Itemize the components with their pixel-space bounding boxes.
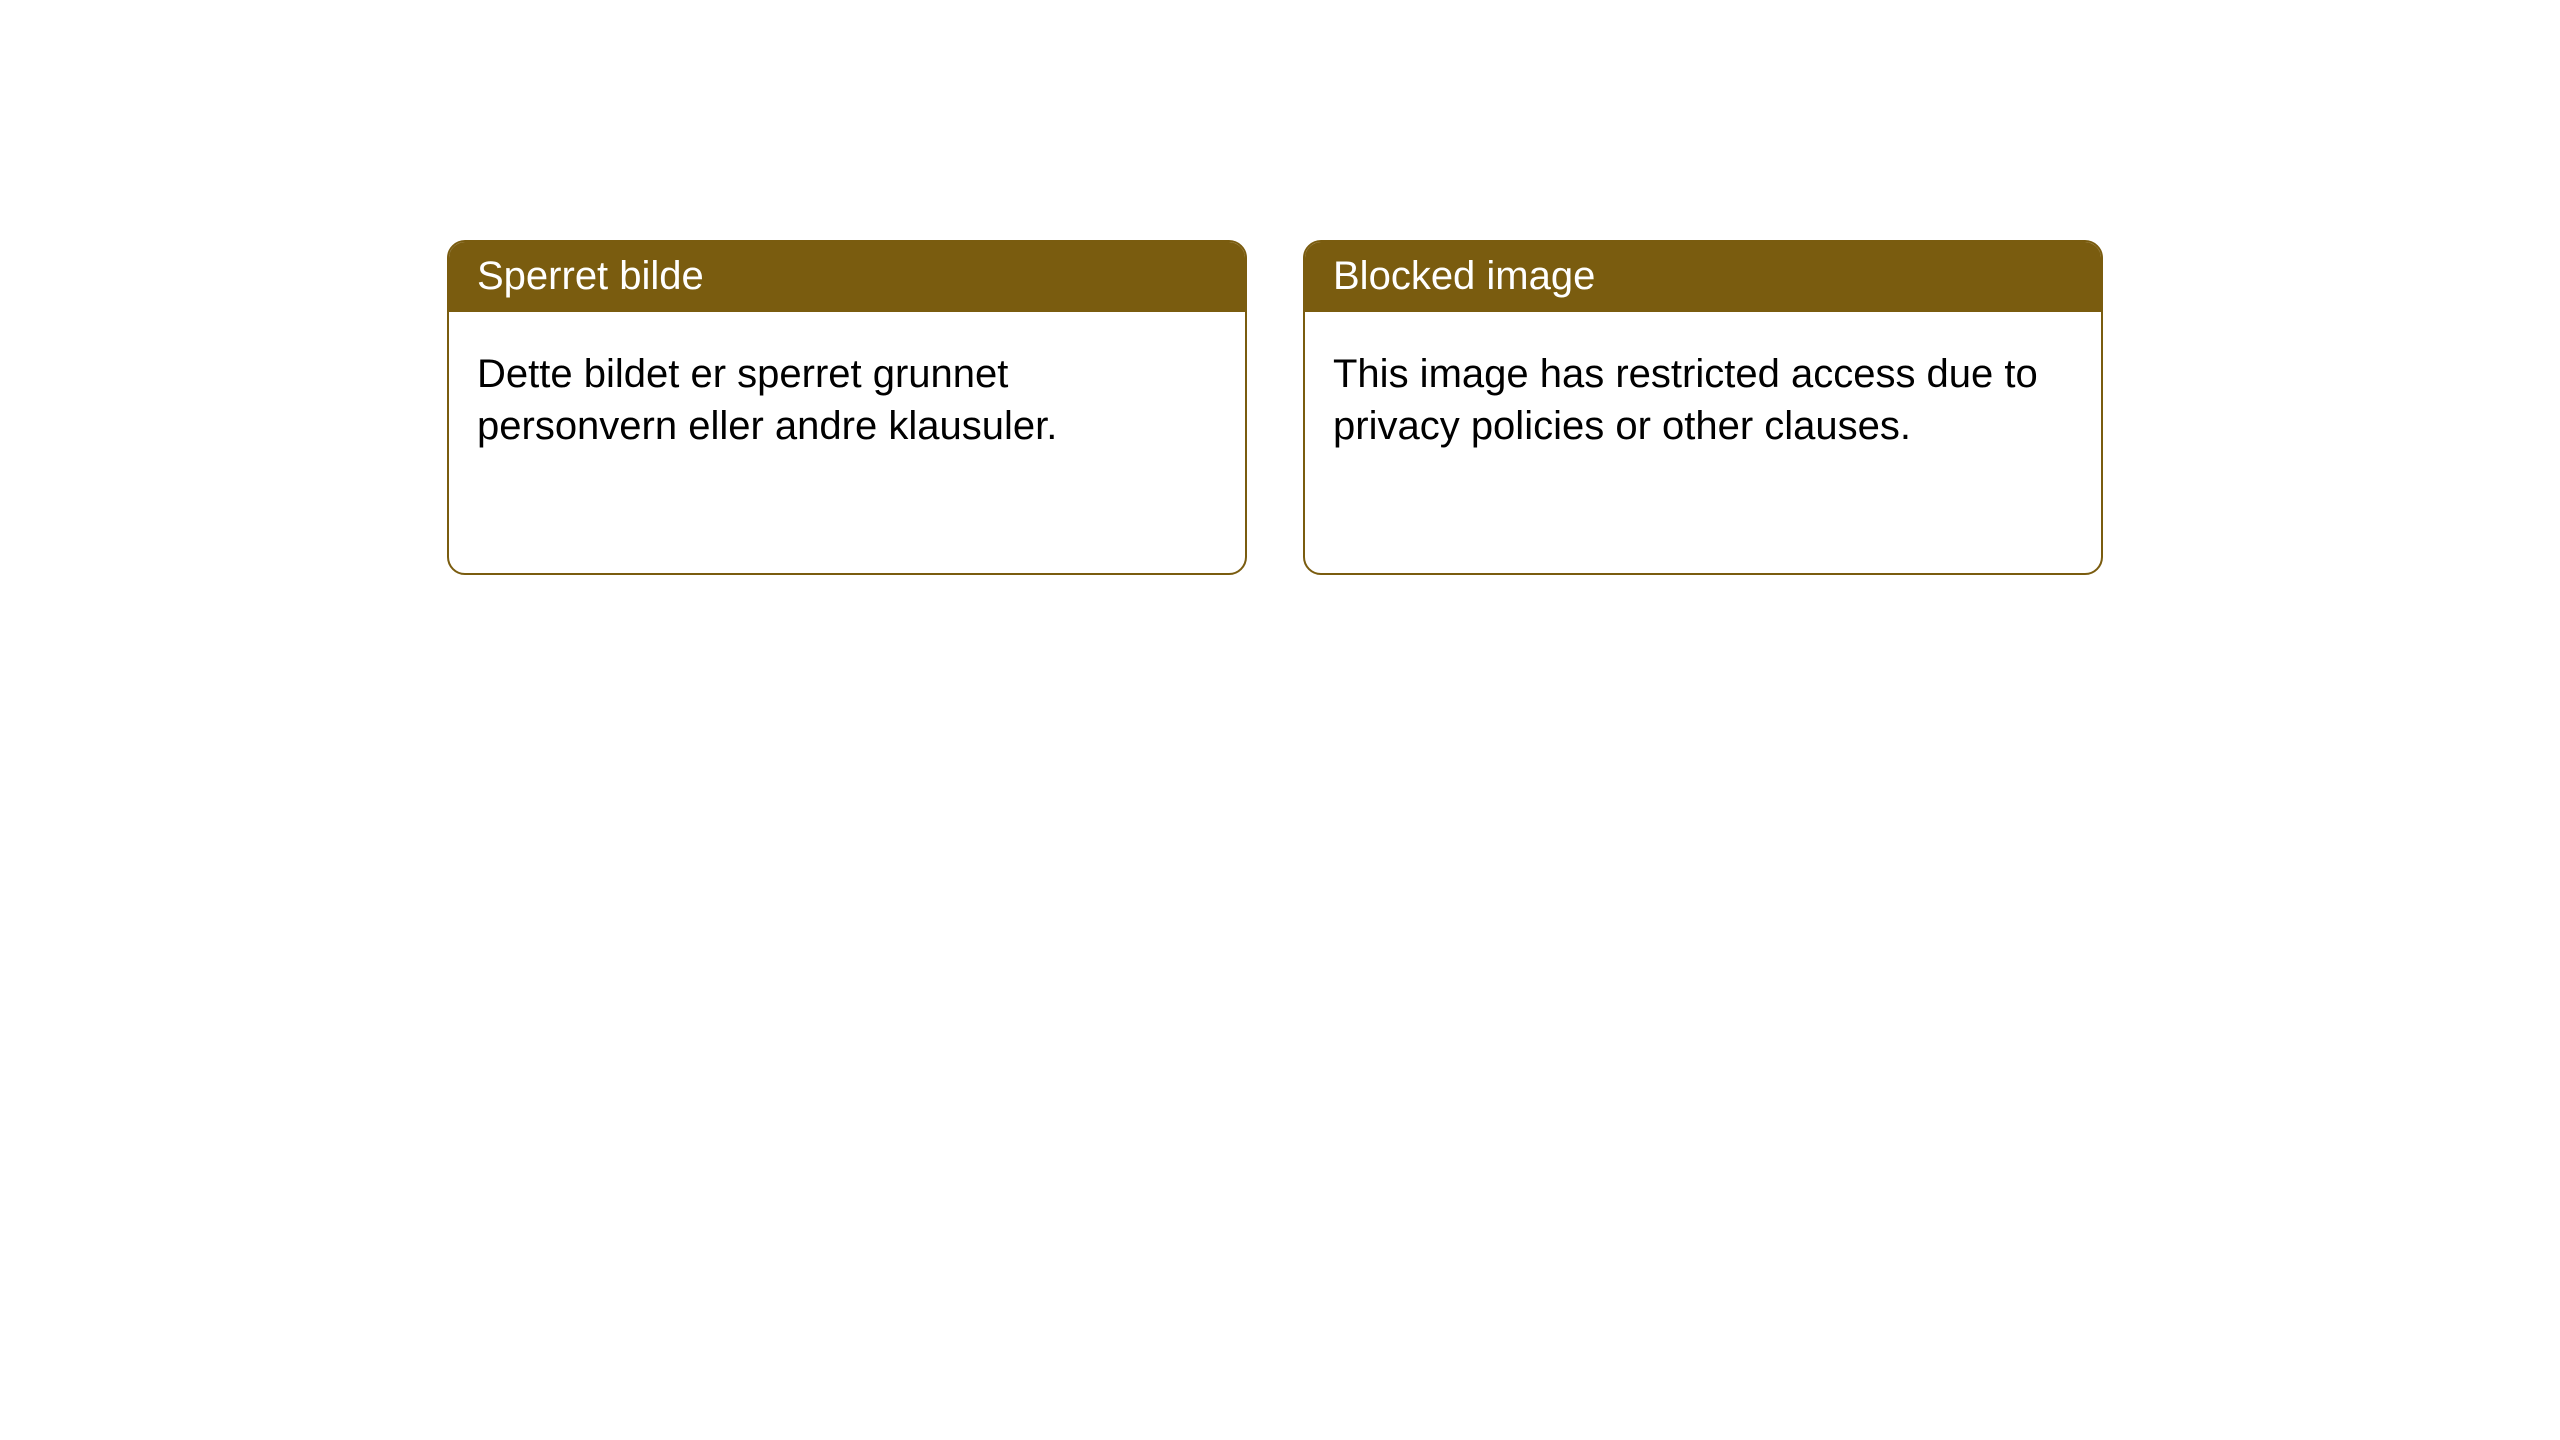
notice-body: This image has restricted access due to … (1305, 312, 2101, 480)
notice-body: Dette bildet er sperret grunnet personve… (449, 312, 1245, 480)
notice-header: Sperret bilde (449, 242, 1245, 312)
notice-header: Blocked image (1305, 242, 2101, 312)
notice-card-english: Blocked image This image has restricted … (1303, 240, 2103, 575)
notice-container: Sperret bilde Dette bildet er sperret gr… (447, 240, 2103, 575)
notice-card-norwegian: Sperret bilde Dette bildet er sperret gr… (447, 240, 1247, 575)
